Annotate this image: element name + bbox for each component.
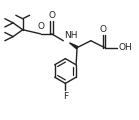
Text: O: O: [48, 11, 55, 20]
Text: OH: OH: [118, 43, 132, 52]
Text: F: F: [63, 92, 68, 101]
Text: NH: NH: [64, 31, 78, 40]
Polygon shape: [70, 43, 78, 49]
Text: O: O: [100, 25, 107, 34]
Text: O: O: [37, 22, 44, 31]
